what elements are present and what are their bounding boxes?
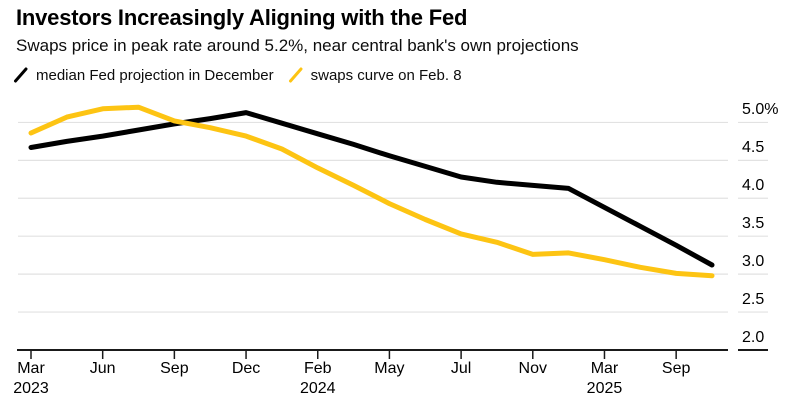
- x-axis-label: Sep: [129, 359, 219, 379]
- x-axis-label-month: Sep: [160, 360, 189, 377]
- x-axis-label: Mar 2025: [559, 359, 649, 399]
- x-axis-label-month: Jul: [450, 360, 472, 377]
- x-axis-label: Sep: [631, 359, 721, 379]
- black-slash-icon: [14, 67, 28, 83]
- chart-subtitle: Swaps price in peak rate around 5.2%, ne…: [16, 36, 579, 55]
- chart-legend: median Fed projection in December swaps …: [13, 66, 462, 84]
- x-axis-label-month: Feb: [303, 360, 332, 377]
- series-line-fed-projection: [28, 110, 715, 268]
- yellow-slash-icon: [288, 67, 303, 83]
- x-axis-label-year: 2025: [586, 380, 623, 397]
- y-axis-label: 4.0: [742, 177, 765, 195]
- y-axis-label: 2.5: [742, 291, 765, 309]
- x-axis-label-year: 2023: [13, 380, 49, 397]
- x-axis-label: Jun: [58, 359, 148, 379]
- x-axis-label: Dec: [201, 359, 291, 379]
- x-axis-label: Mar 2023: [0, 359, 76, 399]
- x-axis-label-month: May: [374, 360, 405, 377]
- y-axis-label: 3.0: [742, 253, 765, 271]
- legend-label-swaps-curve: swaps curve on Feb. 8: [310, 66, 462, 84]
- series-line-swaps-curve: [28, 104, 715, 279]
- x-axis-label: Nov: [488, 359, 578, 379]
- x-axis-label-month: Mar: [17, 360, 45, 377]
- x-axis-label-month: Sep: [661, 360, 691, 377]
- chart-title: Investors Increasingly Aligning with the…: [16, 5, 468, 30]
- x-axis-label-month: Nov: [518, 360, 547, 377]
- y-axis-label: 3.5: [742, 215, 765, 233]
- legend-label-fed-projection: median Fed projection in December: [36, 66, 274, 84]
- y-axis-label: 4.5: [742, 139, 765, 157]
- x-axis-label-month: Dec: [231, 360, 261, 377]
- x-axis-label-month: Jun: [89, 360, 116, 377]
- x-axis-label-month: Mar: [590, 360, 619, 377]
- x-axis-label: Feb 2024: [273, 359, 363, 399]
- x-axis-label: Jul: [416, 359, 506, 379]
- y-axis-label: 5.0%: [742, 101, 779, 119]
- x-axis-label-year: 2024: [299, 380, 336, 397]
- legend-item-swaps-curve: swaps curve on Feb. 8: [288, 66, 462, 84]
- x-axis-label: May: [344, 359, 434, 379]
- y-axis-label: 2.0: [742, 329, 765, 346]
- legend-item-fed-projection: median Fed projection in December: [13, 66, 274, 84]
